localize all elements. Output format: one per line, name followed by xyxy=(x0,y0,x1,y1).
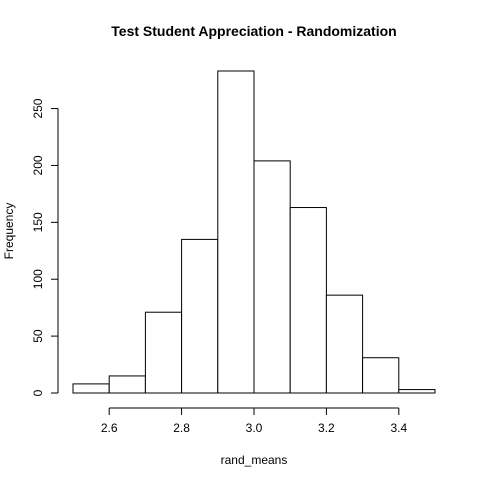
y-tick-label: 50 xyxy=(31,329,45,343)
y-axis: 0 50 100 150 200 250 xyxy=(31,98,59,396)
x-tick-label: 3.0 xyxy=(246,421,263,435)
chart-title: Test Student Appreciation - Randomizatio… xyxy=(111,23,396,39)
histogram-bar-8 xyxy=(362,357,400,394)
histogram-bar-3 xyxy=(181,238,219,394)
histogram-bar-7 xyxy=(325,294,364,394)
x-tick-label: 2.6 xyxy=(101,421,118,435)
x-axis-label: rand_means xyxy=(221,453,288,467)
y-tick-label: 200 xyxy=(31,155,45,175)
x-tick-label: 3.4 xyxy=(390,421,407,435)
histogram-bar-9 xyxy=(398,389,436,394)
histogram-bar-6 xyxy=(289,207,327,394)
x-axis: 2.6 2.8 3.0 3.2 3.4 xyxy=(101,407,407,435)
y-tick-label: 150 xyxy=(31,212,45,232)
x-tick-label: 2.8 xyxy=(173,421,190,435)
x-tick-label: 3.2 xyxy=(318,421,335,435)
histogram-bar-0 xyxy=(72,383,110,394)
y-tick-label: 100 xyxy=(31,269,45,289)
histogram-bar-1 xyxy=(108,375,146,394)
histogram-bar-2 xyxy=(144,311,183,394)
bars-group xyxy=(72,70,436,394)
histogram-bar-5 xyxy=(253,160,291,394)
histogram-bar-4 xyxy=(217,70,255,394)
y-tick-label: 0 xyxy=(31,389,45,396)
y-tick-label: 250 xyxy=(31,98,45,118)
y-axis-label: Frequency xyxy=(2,203,16,260)
